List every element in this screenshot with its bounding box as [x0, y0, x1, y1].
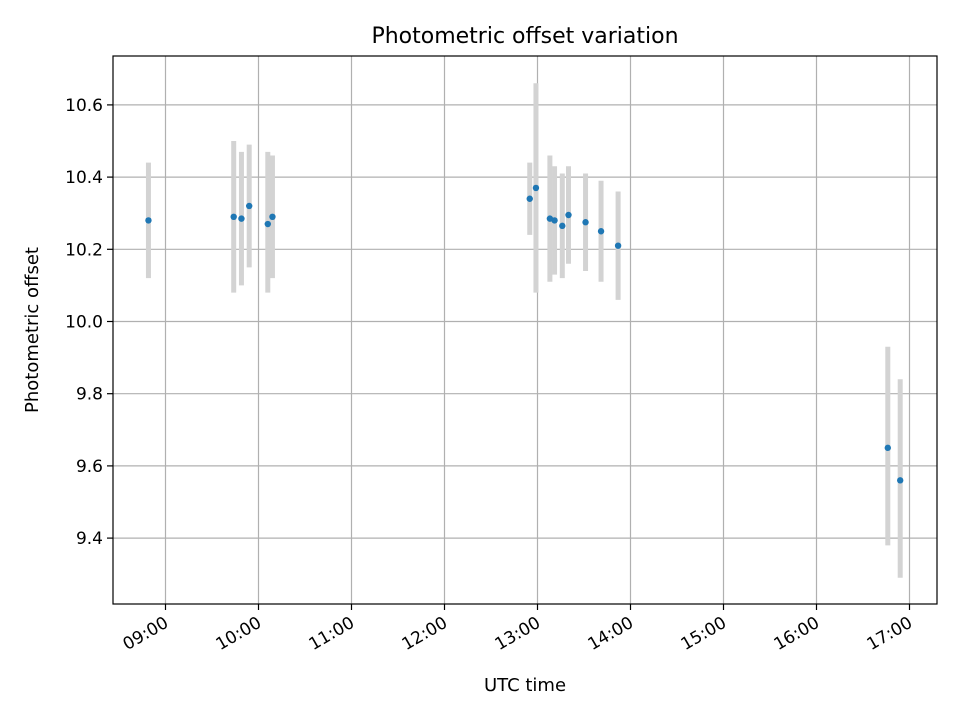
y-axis-label: Photometric offset — [22, 247, 43, 413]
x-gridlines — [164, 56, 911, 604]
y-axis-ticks: 9.4 9.6 9.8 10.0 10.2 10.4 10.6 — [65, 96, 113, 549]
y-tick-label: 10.0 — [65, 313, 103, 333]
y-tick-label: 9.6 — [76, 457, 103, 477]
data-point — [597, 228, 605, 235]
data-point — [565, 211, 572, 219]
plot-frame — [112, 55, 938, 605]
data-point — [230, 213, 237, 221]
data-point — [238, 215, 245, 222]
data-point — [264, 220, 271, 228]
data-point — [582, 219, 589, 226]
chart-title: Photometric offset variation — [371, 24, 678, 49]
data-point — [532, 184, 540, 192]
y-gridlines — [113, 104, 937, 539]
data-point — [551, 217, 558, 224]
y-tick-label: 9.4 — [76, 529, 103, 549]
y-tick-label: 10.2 — [65, 240, 103, 260]
data-point — [897, 477, 904, 484]
x-axis-label: UTC time — [484, 675, 566, 696]
y-tick-label: 10.6 — [65, 96, 103, 116]
y-tick-label: 10.4 — [65, 168, 103, 188]
data-point — [526, 195, 533, 202]
data-points — [145, 184, 904, 484]
data-point — [884, 444, 891, 452]
y-tick-label: 9.8 — [76, 385, 103, 405]
data-point — [145, 217, 152, 224]
data-point — [559, 222, 566, 230]
data-point — [269, 213, 276, 221]
data-point — [246, 202, 253, 210]
data-point — [614, 242, 622, 249]
